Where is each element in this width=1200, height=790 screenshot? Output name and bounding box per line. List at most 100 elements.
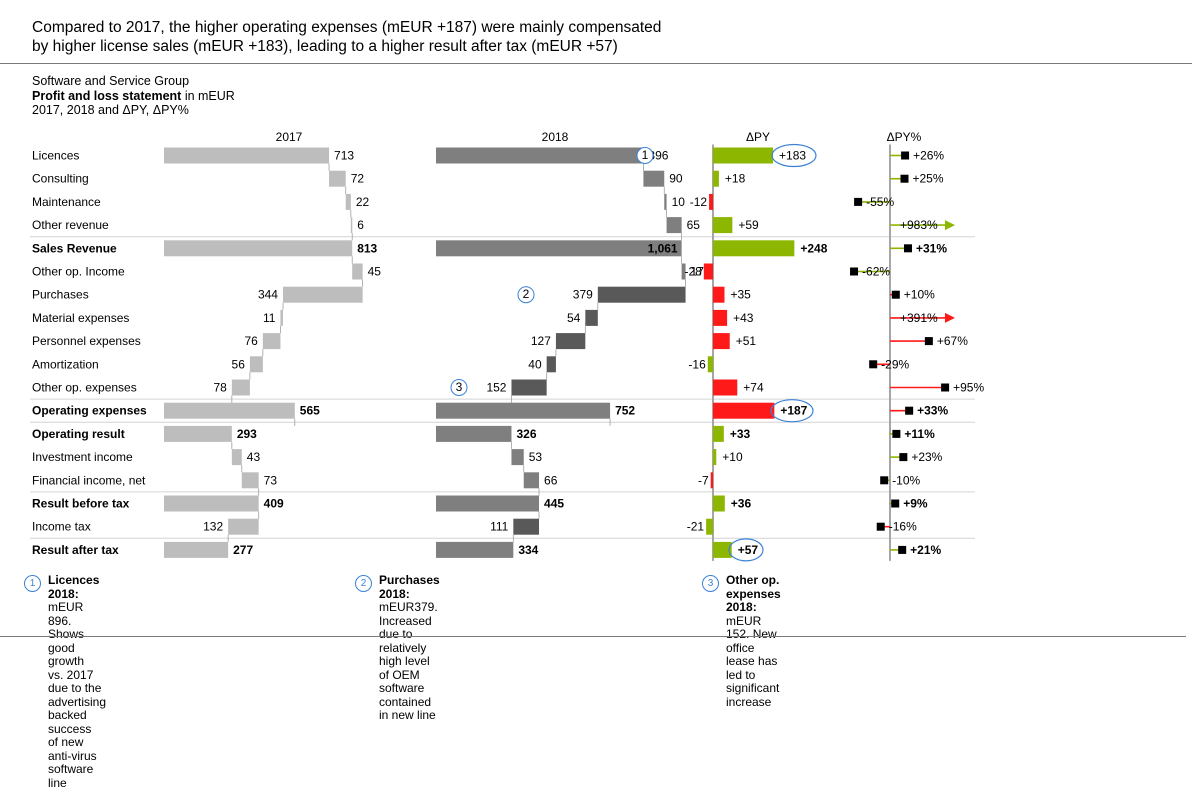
delta-bar (713, 217, 733, 234)
waterfall-bar (585, 309, 598, 326)
delta-label: -28 (684, 265, 702, 279)
percent-label: +23% (911, 450, 942, 464)
delta-bar (713, 147, 774, 164)
delta-bar (709, 193, 713, 210)
waterfall-bar (228, 518, 259, 535)
bar-value-label: 72 (351, 172, 365, 186)
delta-label: +74 (743, 381, 764, 395)
waterfall-bar (555, 333, 586, 350)
percent-head (899, 453, 908, 462)
bar-value-label: 344 (258, 288, 278, 302)
bar-value-label: 111 (490, 520, 509, 534)
waterfall-bar (262, 333, 281, 350)
waterfall-bar (666, 217, 682, 234)
bar-value-label: 78 (213, 381, 227, 395)
row-label: Amortization (32, 357, 99, 371)
delta-label: +10 (722, 450, 743, 464)
bar-value-label: 6 (357, 218, 364, 232)
row-label: Purchases (32, 288, 89, 302)
waterfall-bar (511, 379, 547, 396)
waterfall-bar (546, 356, 556, 373)
callout-badge-2-number: 2 (523, 287, 530, 301)
callout-text-line-3: of new anti-virus software line (48, 735, 97, 790)
callout-number: 1 (24, 575, 41, 592)
waterfall-bar (241, 472, 259, 489)
delta-bar (713, 240, 795, 257)
percent-head (880, 476, 889, 485)
delta-bar (707, 356, 713, 373)
waterfall-bar (280, 309, 283, 326)
row-label: Investment income (32, 450, 133, 464)
bar-value-label: 132 (203, 520, 223, 534)
delta-bar (713, 541, 732, 558)
bar-value-label: 752 (615, 404, 635, 418)
percent-label: +9% (903, 497, 928, 511)
column-header: 2017 (276, 130, 303, 144)
waterfall-bar (523, 472, 540, 489)
percent-head (876, 522, 885, 531)
bar-value-label: 53 (529, 450, 543, 464)
bar-value-label: 65 (687, 218, 701, 232)
percent-label: +21% (910, 543, 941, 557)
callout-text: Other op. expenses 2018: mEUR 152. New o… (726, 573, 781, 709)
waterfall-bar (643, 170, 665, 187)
delta-bar (710, 472, 713, 489)
waterfall-bar (231, 449, 242, 466)
percent-label: +391% (900, 311, 938, 325)
bar-value-label: 713 (334, 149, 354, 163)
percent-label: -16% (889, 520, 917, 534)
bar-value-label: 66 (544, 473, 558, 487)
report-periods: 2017, 2018 and ΔPY, ΔPY% (32, 103, 189, 117)
waterfall-bar (164, 495, 259, 512)
callout-text-line-2: vs. 2017 due to the advertising backed s… (48, 667, 107, 736)
callout-text-line-1: mEUR379. Increased due to (379, 600, 438, 641)
row-label: Maintenance (32, 195, 101, 209)
waterfall-bar (164, 147, 330, 164)
delta-label: -16 (688, 357, 706, 371)
callout-ellipse-licences (771, 143, 817, 168)
waterfall-bar (436, 147, 644, 164)
row-label: Income tax (32, 520, 91, 534)
bar-value-label: 293 (237, 427, 257, 441)
percent-head (869, 360, 878, 369)
waterfall-bar (164, 425, 232, 442)
report-title: Profit and loss statement in mEUR (32, 89, 235, 104)
row-label: Material expenses (32, 311, 129, 325)
percent-label: +26% (913, 149, 944, 163)
delta-label: +57 (738, 543, 759, 557)
headline-line-2: by higher license sales (mEUR +183), lea… (32, 38, 618, 55)
waterfall-bar (164, 541, 229, 558)
bar-value-label: 56 (232, 357, 246, 371)
waterfall-bar (436, 402, 611, 419)
headline-line-1: Compared to 2017, the higher operating e… (32, 19, 662, 36)
callout-ellipse-result-after-tax (728, 538, 764, 562)
report-unit: in mEUR (181, 88, 235, 103)
waterfall-bar (511, 449, 524, 466)
delta-bar (713, 449, 717, 466)
delta-bar (713, 170, 719, 187)
bar-value-label: 152 (486, 381, 506, 395)
delta-label: +18 (725, 172, 746, 186)
percent-head (900, 174, 909, 183)
row-label: Consulting (32, 172, 89, 186)
delta-bar (713, 402, 775, 419)
bar-value-label: 22 (356, 195, 370, 209)
callout-badge-2 (517, 286, 535, 304)
waterfall-bar (436, 240, 682, 257)
percent-head (892, 429, 901, 438)
waterfall-bar (513, 518, 540, 535)
callout-ellipse-operating-expenses (770, 399, 814, 423)
bar-value-label: 379 (573, 288, 593, 302)
bar-value-label: 896 (648, 149, 668, 163)
percent-head (891, 499, 900, 508)
row-label: Other revenue (32, 218, 109, 232)
waterfall-bar (164, 240, 353, 257)
delta-label: +248 (800, 241, 827, 255)
callout-badge-1-number: 1 (642, 148, 649, 162)
row-label: Personnel expenses (32, 334, 141, 348)
delta-bar (713, 379, 738, 396)
percent-head (903, 244, 912, 253)
bar-value-label: 43 (247, 450, 261, 464)
bar-value-label: 10 (672, 195, 686, 209)
bar-value-label: 76 (244, 334, 258, 348)
